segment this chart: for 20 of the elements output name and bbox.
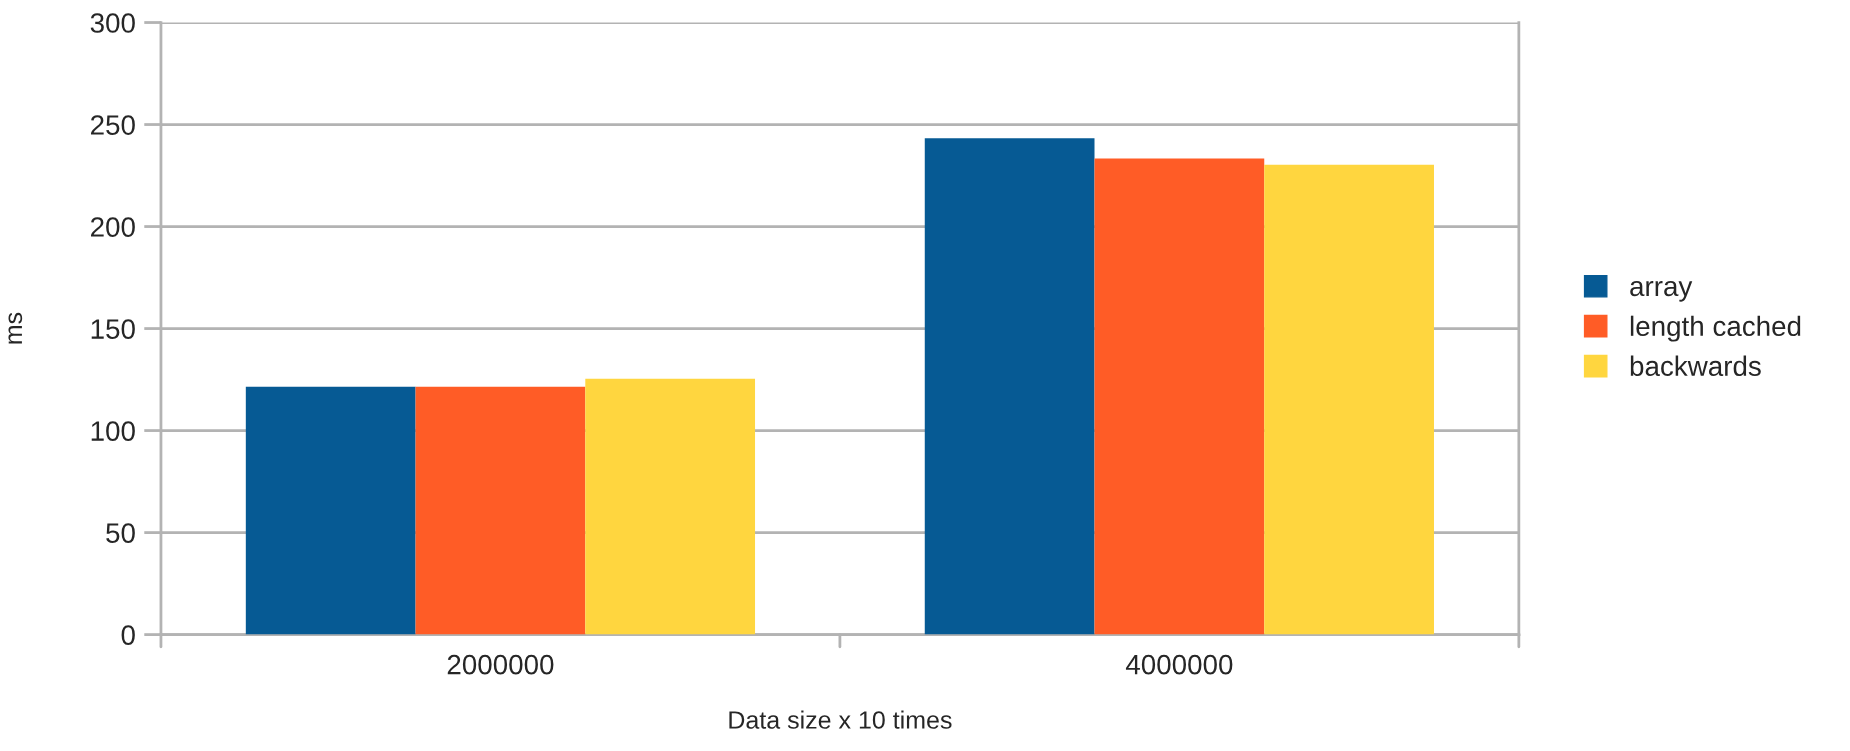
y-tick-label: 200 — [91, 217, 135, 237]
y-tick-label: 250 — [91, 115, 135, 135]
y-axis-title: ms — [8, 312, 23, 344]
x-tick-label: 4000000 — [1125, 654, 1233, 675]
y-tick-label: 0 — [121, 625, 135, 645]
bar — [245, 386, 416, 635]
y-tick-label: 50 — [106, 523, 135, 543]
x-tick-label: 2000000 — [447, 654, 554, 675]
x-axis-title: Data size x 10 times — [729, 710, 952, 729]
bar — [1264, 164, 1434, 635]
bar — [585, 378, 756, 635]
y-tick-label: 150 — [91, 319, 135, 339]
legend-label: length cached — [1630, 315, 1801, 342]
legend-label: array — [1630, 280, 1693, 302]
y-tick-label: 100 — [91, 421, 135, 441]
y-tick-label: 300 — [90, 13, 135, 33]
bar — [415, 386, 586, 635]
legend-label: backwards — [1630, 355, 1761, 377]
bar — [924, 138, 1095, 635]
bar — [1094, 158, 1265, 635]
